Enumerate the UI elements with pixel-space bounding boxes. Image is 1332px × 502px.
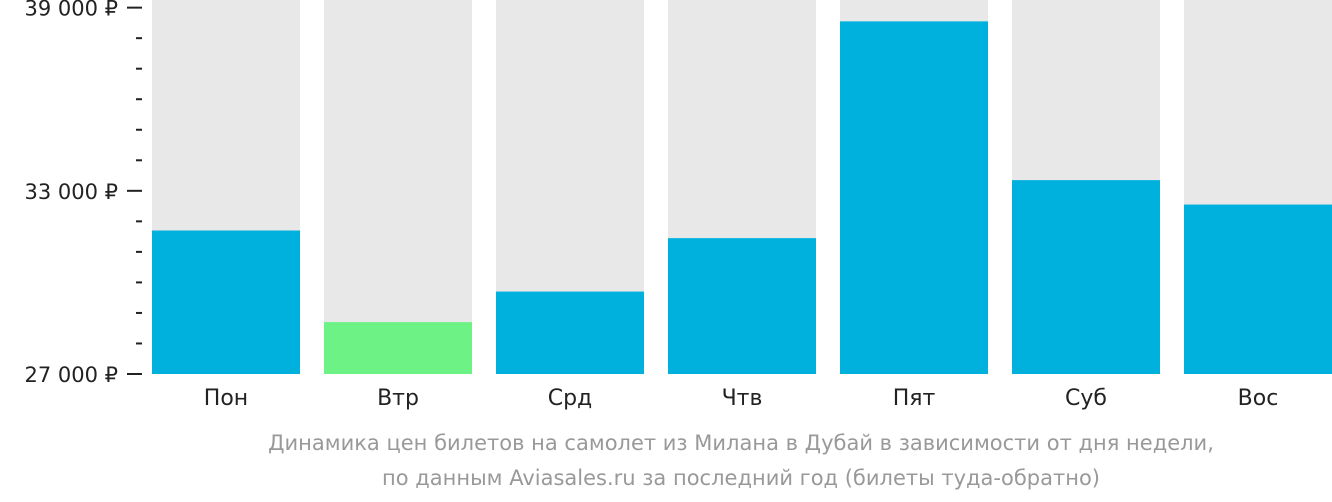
x-tick-label-5: Суб (1065, 386, 1107, 411)
bar-chart: Пон Втр Срд Чтв Пят Суб Вос 39 000 ₽ 33 000 ₽ 27 … (24, 0, 1332, 411)
x-tick-label-3: Чтв (722, 386, 763, 411)
x-tick-label-2: Срд (548, 386, 593, 411)
x-tick-label-4: Пят (893, 386, 936, 411)
bar-4 (840, 21, 988, 374)
y-tick-label-1: 33 000 ₽ (24, 180, 118, 204)
x-tick-label-0: Пон (204, 386, 248, 411)
x-tick-label-6: Вос (1238, 386, 1279, 411)
bar-6 (1184, 204, 1332, 374)
y-tick-label-2: 27 000 ₽ (24, 363, 118, 387)
y-tick-label-0: 39 000 ₽ (24, 0, 118, 21)
x-tick-label-1: Втр (377, 386, 419, 411)
bar-0 (152, 230, 300, 374)
bar-2 (496, 291, 644, 374)
bar-1 (324, 322, 472, 374)
bar-5 (1012, 180, 1160, 374)
chart-caption-line-1: Динамика цен билетов на самолет из Милан… (268, 431, 1214, 455)
bar-3 (668, 238, 816, 374)
bar-track-1 (324, 0, 472, 374)
chart-caption-line-2: по данным Aviasales.ru за последний год … (382, 466, 1100, 490)
